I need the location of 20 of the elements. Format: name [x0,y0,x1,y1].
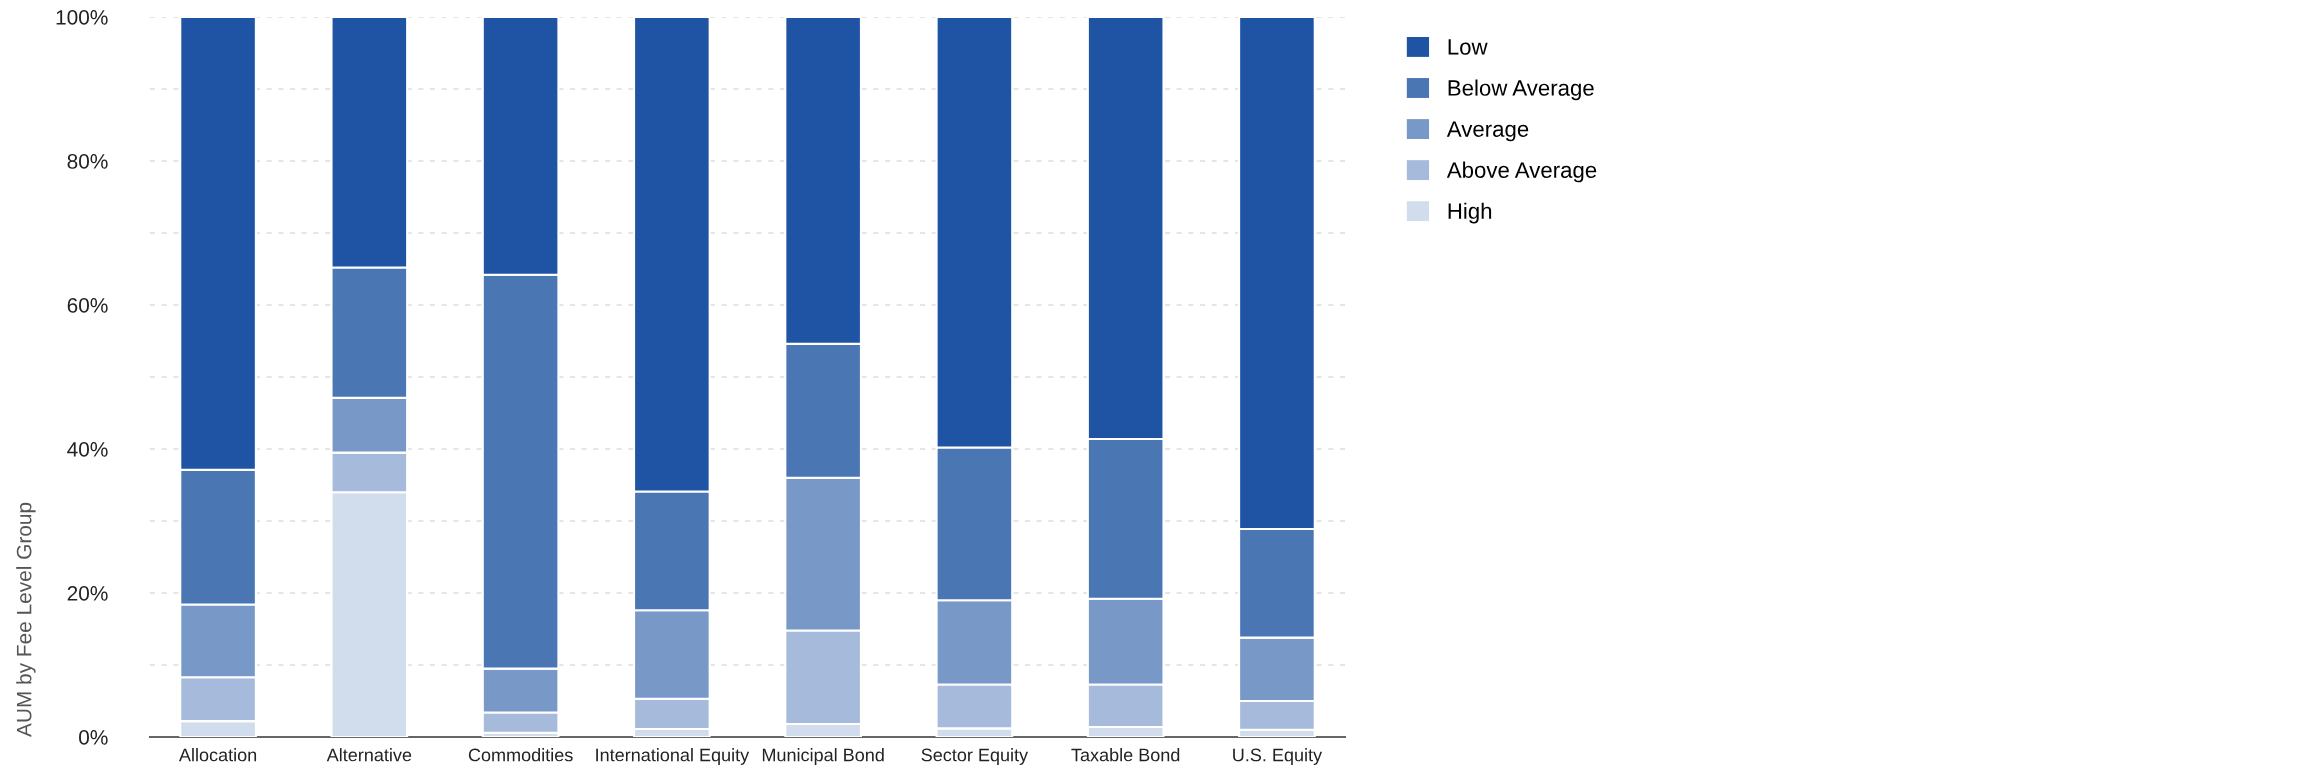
y-tick-label: 40% [67,442,108,457]
legend-label: Below Average [1448,79,1594,101]
x-tick-label: Municipal Bond [762,748,884,765]
x-tick-label: Allocation [178,748,257,762]
x-tick-label: International Equity [596,748,750,765]
x-tick-label: Alternative [326,748,412,762]
legend-label: Average [1446,121,1529,142]
legend-label: High [1448,202,1492,224]
y-tick-label: 20% [67,586,108,601]
y-tick-label: 80% [67,154,108,169]
x-tick-label: Commodities [468,748,573,762]
y-tick-label: 60% [67,298,108,313]
y-tick-label: 0% [79,730,108,745]
y-tick-label: 100% [56,10,108,25]
legend-label: Above Average [1446,161,1597,183]
x-tick-label: Sector Equity [921,748,1029,765]
x-tick-label: U.S. Equity [1233,748,1323,765]
x-tick-label: Taxable Bond [1071,748,1180,762]
y-axis-title: AUM by Fee Level Group [16,502,36,737]
legend-label: Low [1448,39,1488,55]
